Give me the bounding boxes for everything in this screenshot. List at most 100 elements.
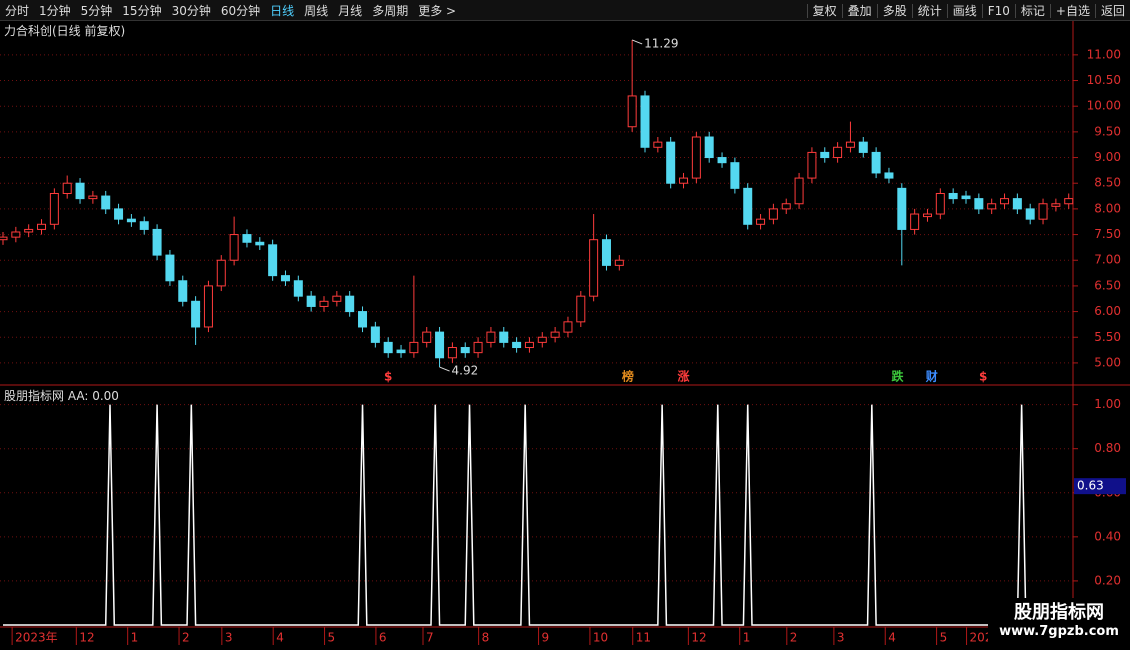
candle-body [229, 234, 239, 261]
x-tick-label: 202 [970, 631, 993, 645]
candle-body [409, 341, 419, 354]
toolbar-button[interactable]: 标记 [1014, 4, 1050, 18]
candle-body [576, 295, 586, 323]
candle-body [178, 280, 188, 302]
x-tick-label: 12 [691, 631, 706, 645]
toolbar-button[interactable]: +自选 [1049, 4, 1095, 18]
candle-body [730, 162, 740, 189]
y-tick-label: 8.50 [1094, 176, 1121, 190]
toolbar-button[interactable]: 15分钟 [122, 4, 162, 18]
candle-body [306, 295, 316, 307]
candle-body [884, 172, 894, 179]
candle-body [358, 311, 368, 328]
toolbar-button[interactable]: 周线 [304, 4, 329, 18]
x-tick-label: 3 [837, 631, 845, 645]
y-tick-label: 8.00 [1094, 201, 1121, 215]
candle-body [422, 331, 432, 343]
candle-body [948, 192, 958, 200]
x-tick-label: 8 [482, 631, 490, 645]
candle-body [935, 192, 945, 215]
toolbar-button[interactable]: 月线 [338, 4, 363, 18]
candle-body [486, 331, 496, 343]
candle-body [11, 231, 21, 238]
toolbar-button[interactable]: 日线 [270, 4, 295, 18]
candle-body [987, 203, 997, 210]
candle-body [447, 347, 457, 359]
candle-body [833, 146, 843, 159]
candle-body [1012, 198, 1022, 210]
toolbar-button[interactable]: 叠加 [841, 4, 877, 18]
indicator-title: 股朋指标网 AA: 0.00 [4, 389, 119, 403]
watermark-url: www.7gpzb.com [999, 624, 1119, 639]
candle-body [820, 151, 830, 159]
candle-body [563, 321, 573, 333]
y-tick-label: 7.50 [1094, 227, 1121, 241]
x-tick-label: 12 [79, 631, 94, 645]
extreme-pointer [439, 366, 450, 372]
candle-body [203, 285, 213, 328]
candle-body [601, 239, 611, 266]
candle-body [794, 177, 804, 205]
candle-body [396, 349, 406, 354]
event-marker: 榜 [622, 369, 634, 384]
candle-body [974, 198, 984, 210]
toolbar-button[interactable]: 更多 > [418, 4, 457, 18]
candle-body [781, 203, 791, 210]
candle-body [255, 241, 265, 246]
candle-body [743, 187, 753, 225]
toolbar-button[interactable]: F10 [981, 4, 1015, 18]
candle-body [922, 213, 932, 218]
candle-body [126, 218, 136, 223]
x-tick-label: 5 [940, 631, 948, 645]
toolbar-button[interactable]: 30分钟 [171, 4, 211, 18]
toolbar-button[interactable]: 返回 [1094, 4, 1130, 18]
candle-body [524, 341, 534, 349]
toolbar-button[interactable]: 多周期 [372, 4, 409, 18]
y-tick-label: 5.50 [1094, 330, 1121, 344]
y-tick-label: 6.00 [1094, 304, 1121, 318]
candle-body [807, 151, 817, 179]
candle-body [345, 295, 355, 313]
candle-body [499, 331, 509, 343]
y-tick-label: 5.00 [1094, 355, 1121, 369]
candle-body [614, 259, 624, 266]
toolbar-button[interactable]: 统计 [911, 4, 947, 18]
indicator-line [3, 404, 1073, 626]
toolbar-button[interactable]: 1分钟 [39, 4, 71, 18]
candle-body [768, 208, 778, 220]
candle-body [0, 236, 8, 241]
candle-body [268, 244, 278, 277]
candle-body [679, 177, 689, 184]
toolbar-button[interactable]: 分时 [5, 4, 30, 18]
candle-body [460, 347, 470, 354]
candle-body [216, 259, 226, 287]
candle-body [717, 157, 727, 164]
candle-body [101, 195, 111, 210]
candle-body [139, 221, 149, 230]
candle-body [191, 300, 201, 328]
candle-body [897, 187, 907, 230]
toolbar-button[interactable]: 画线 [946, 4, 982, 18]
toolbar-button[interactable]: 复权 [806, 4, 842, 18]
candle-body [24, 228, 34, 233]
candle-body [871, 151, 881, 174]
candle-body [589, 239, 599, 297]
candle-body [704, 136, 714, 159]
candle-body [319, 300, 329, 307]
candle-body [152, 228, 162, 256]
y-tick-label: 9.50 [1094, 124, 1121, 138]
toolbar-button[interactable]: 多股 [876, 4, 912, 18]
toolbar-button[interactable]: 5分钟 [80, 4, 113, 18]
cursor-box [1074, 478, 1126, 495]
y-tick-label: 10.50 [1087, 73, 1121, 87]
candle-body [910, 213, 920, 230]
candle-body [512, 341, 522, 349]
candle-body [550, 331, 560, 338]
candle-body [845, 141, 855, 148]
candle-body [961, 195, 971, 200]
candle-body [1064, 198, 1074, 205]
toolbar-button[interactable]: 60分钟 [220, 4, 261, 18]
y-tick-label: 0.20 [1094, 573, 1121, 587]
